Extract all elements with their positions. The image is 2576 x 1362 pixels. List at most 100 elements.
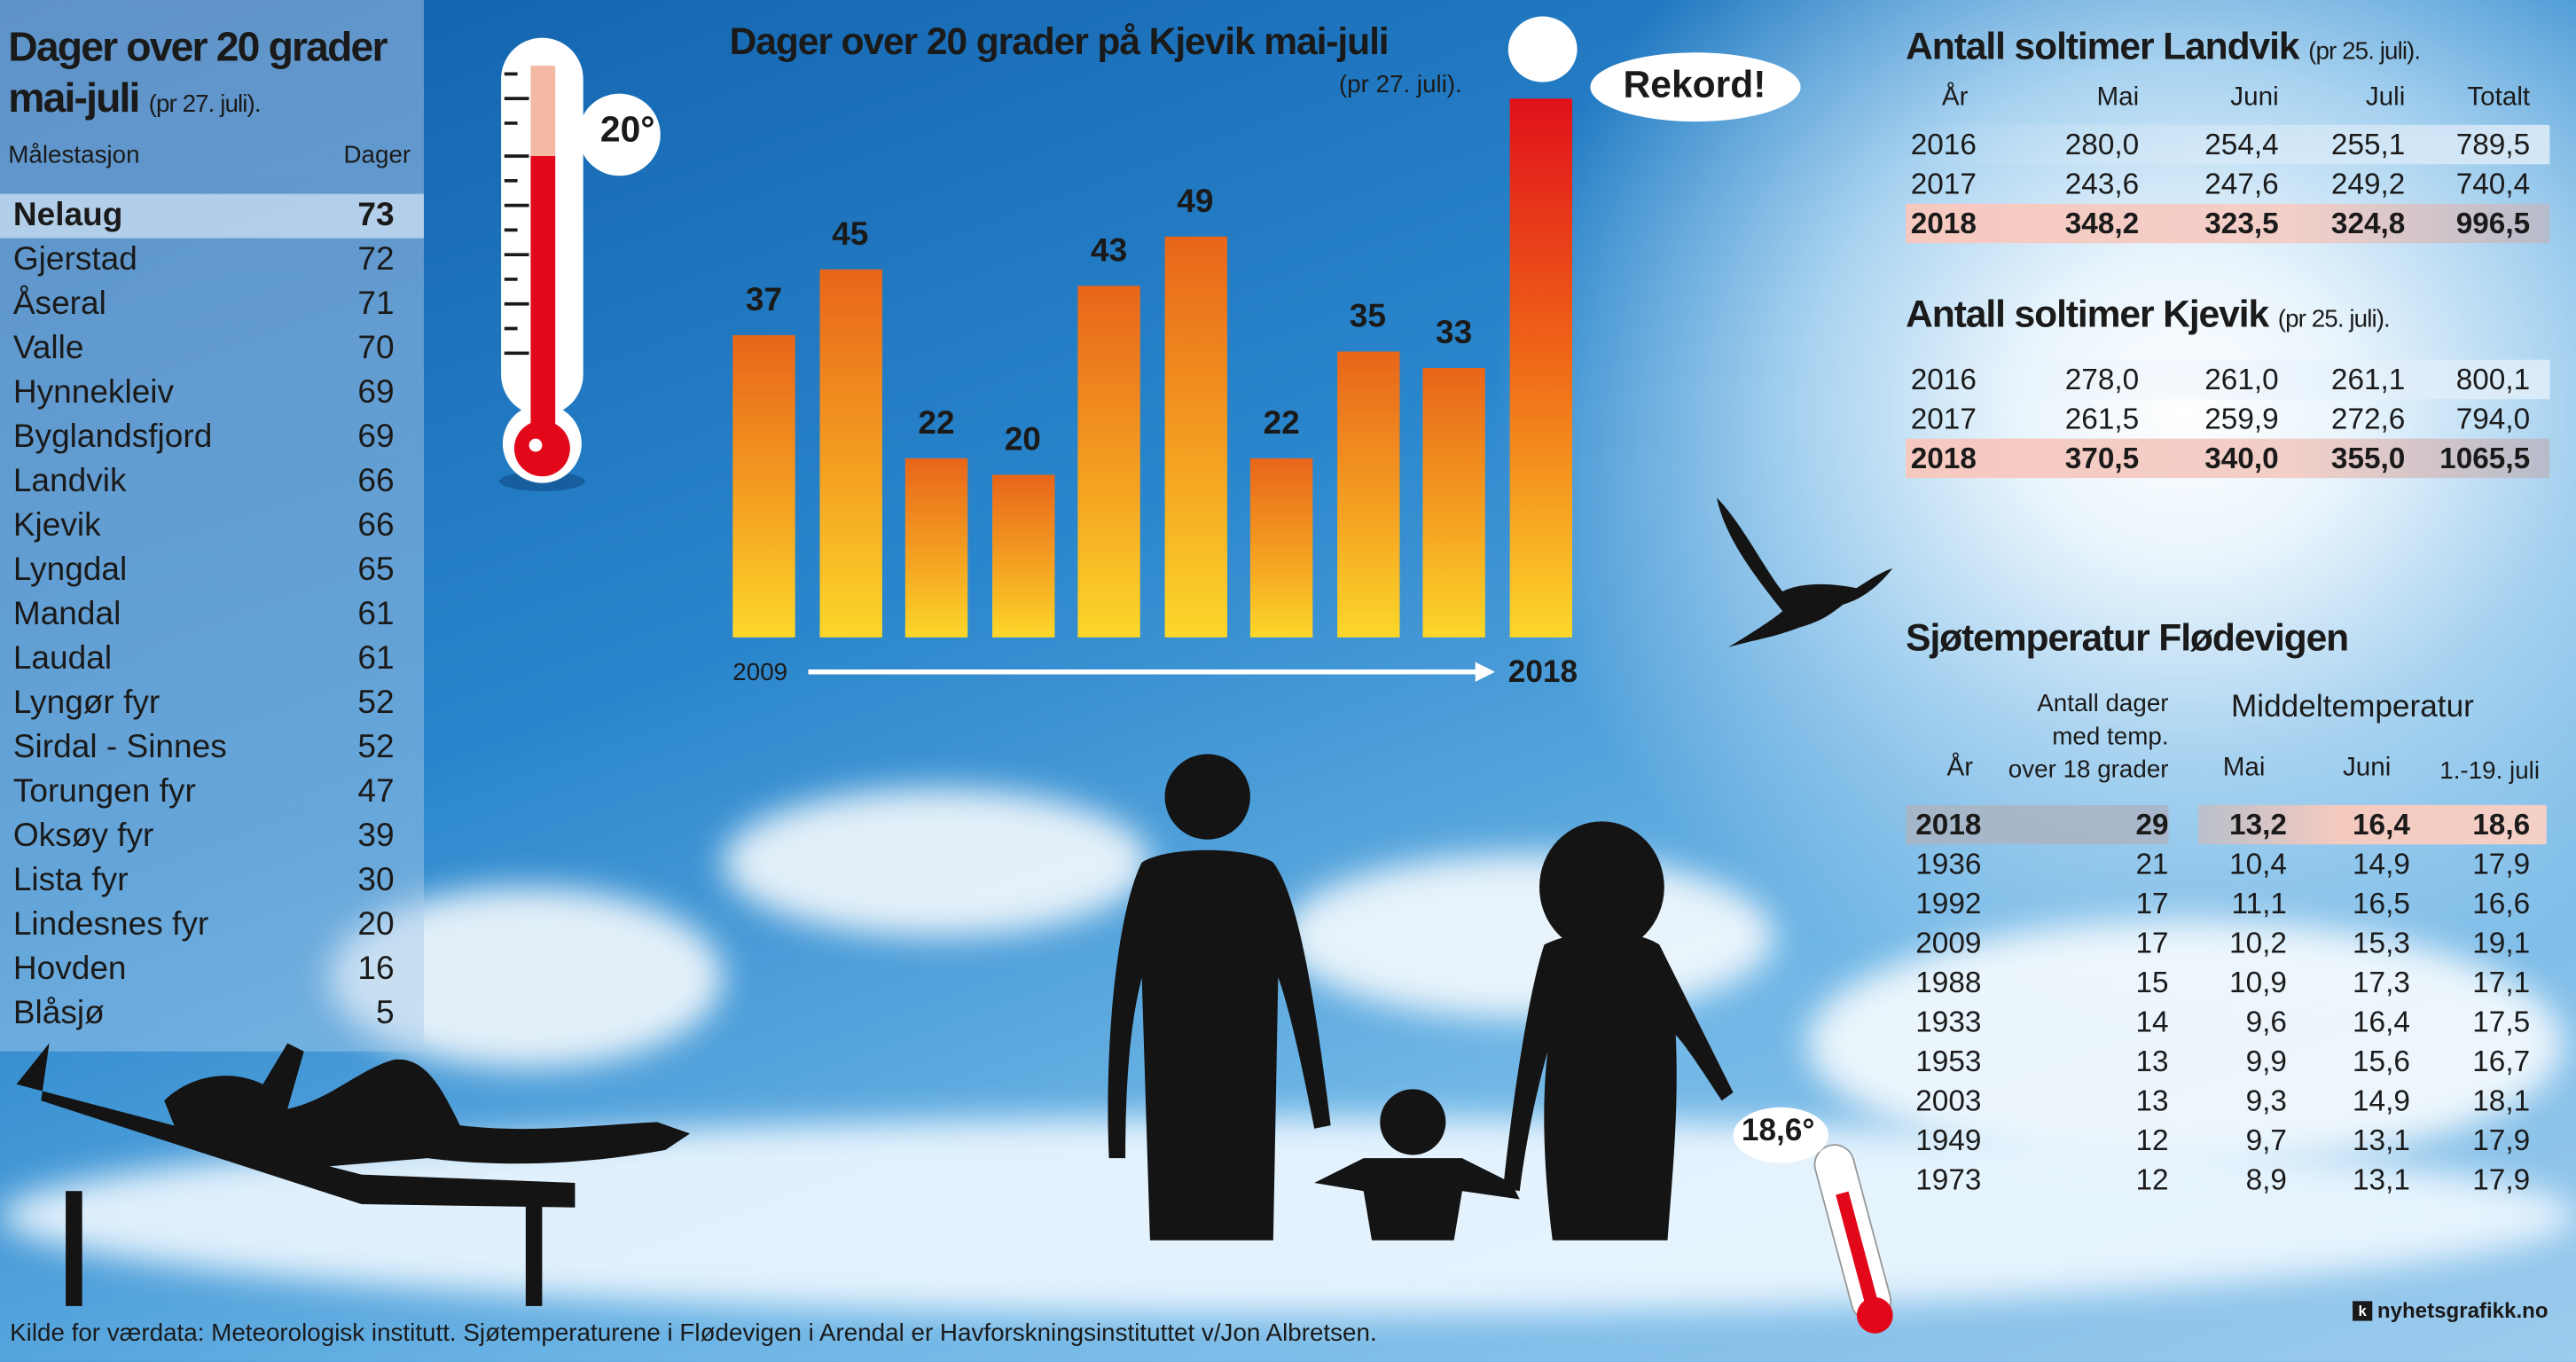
sea-cell: 16,4	[2352, 1005, 2410, 1038]
station-days: 52	[357, 685, 395, 722]
logo: k nyhetsgrafikk.no	[2353, 1298, 2549, 1322]
sea-temp-table: Sjøtemperatur Flødevigen Antall dager med…	[1906, 616, 2549, 1196]
station-table: Dager over 20 grader mai-juli (pr 27. jul…	[0, 0, 424, 1052]
station-row: Laudal 61	[0, 638, 424, 682]
station-name: Lyngør fyr	[12, 685, 161, 722]
kjevik-cell: 259,9	[2204, 402, 2279, 435]
station-days: 72	[357, 241, 395, 278]
sea-cell: 13	[2135, 1084, 2169, 1117]
station-days: 66	[357, 507, 395, 544]
station-row: Gjerstad 72	[0, 239, 424, 283]
station-name: Valle	[12, 330, 84, 367]
bar-label-2009: 37	[745, 282, 783, 319]
kjevik-cell: 261,5	[2064, 402, 2140, 435]
sea-cell: 9,6	[2245, 1005, 2287, 1038]
kjevik-cell: 2018	[1910, 442, 1977, 475]
sea-cell: 18,1	[2472, 1084, 2531, 1117]
col-days: Dager	[343, 141, 411, 169]
station-table-title: Dager over 20 grader mai-juli (pr 27. jul…	[8, 24, 388, 122]
bar-2010	[818, 270, 881, 638]
sea-row: 1988 15 10,9 17,3 17,1	[1906, 963, 2549, 1002]
station-days: 20	[357, 906, 395, 943]
station-days: 39	[357, 818, 395, 855]
landvik-cell: 280,0	[2064, 128, 2140, 161]
station-days: 52	[357, 729, 395, 766]
sea-cell: 16,6	[2472, 887, 2531, 920]
station-name: Oksøy fyr	[12, 818, 154, 855]
station-days: 73	[357, 197, 395, 234]
bar-2012	[991, 474, 1054, 638]
x-label-start: 2009	[732, 658, 788, 687]
sea-thermometer-icon	[1813, 1144, 1893, 1334]
station-row: Mandal 61	[0, 593, 424, 638]
family-silhouette	[1108, 754, 1734, 1241]
bar-2014	[1163, 237, 1227, 638]
sea-cell: 17,9	[2472, 847, 2531, 881]
bar-label-2014: 49	[1177, 184, 1214, 222]
landvik-cell: 2018	[1910, 207, 1977, 240]
station-name: Hovden	[12, 951, 127, 988]
chart-title: Dager over 20 grader på Kjevik mai-juli	[729, 20, 1390, 63]
kjevik-subtitle: (pr 25. juli).	[2277, 305, 2391, 334]
kjevik-row: 2016 278,0 261,0 261,1 800,1	[1906, 359, 2550, 400]
chart-subtitle: (pr 27. juli).	[1338, 70, 1462, 99]
bar-2011	[904, 458, 968, 638]
sea-cell: 17	[2135, 887, 2169, 920]
landvik-cell: 740,4	[2455, 167, 2531, 201]
sea-row: 1992 17 11,1 16,5 16,6	[1906, 884, 2549, 923]
kjevik-cell: 800,1	[2455, 363, 2531, 396]
sea-cell: 1973	[1915, 1162, 1982, 1196]
landvik-cell: 249,2	[2330, 167, 2406, 201]
sea-cell: 1949	[1915, 1123, 1982, 1157]
station-name: Landvik	[12, 463, 127, 500]
station-days: 61	[357, 596, 395, 633]
sea-row: 2018 29 13,2 16,4 18,6	[1906, 804, 2549, 845]
sea-row: 1949 12 9,7 13,1 17,9	[1906, 1121, 2549, 1160]
sea-cell: 17,3	[2352, 966, 2410, 999]
sea-cell: 12	[2135, 1123, 2169, 1157]
highlight	[2197, 804, 2547, 845]
sea-cell: 2009	[1915, 926, 1982, 959]
station-row: Hynnekleiv 69	[0, 372, 424, 416]
bar-2017	[1422, 368, 1485, 638]
bar-label-2012: 20	[1004, 421, 1041, 458]
bar-label-2011: 22	[918, 404, 955, 442]
landvik-cell: 348,2	[2064, 207, 2140, 240]
station-row: Lista fyr 30	[0, 859, 424, 904]
station-row: Åseral 71	[0, 283, 424, 327]
sea-cell: 17,5	[2472, 1005, 2531, 1038]
record-bubble	[1590, 52, 1801, 122]
station-row: Hovden 16	[0, 948, 424, 992]
sea-cell: 17,9	[2472, 1123, 2531, 1157]
station-name: Byglandsfjord	[12, 419, 213, 456]
sea-cell: 8,9	[2245, 1162, 2287, 1196]
landvik-title: Antall soltimer Landvik	[1906, 24, 2299, 67]
station-name: Blåsjø	[12, 995, 105, 1032]
landvik-cell: 789,5	[2455, 128, 2531, 161]
sea-cell: 12	[2135, 1162, 2169, 1196]
station-row: Lyngør fyr 52	[0, 682, 424, 726]
highlight	[1906, 804, 2169, 845]
landvik-cell: 254,4	[2204, 128, 2279, 161]
landvik-cell: 2016	[1910, 128, 1977, 161]
sea-cell: 16,5	[2352, 887, 2410, 920]
sea-row: 1953 13 9,9 15,6 16,7	[1906, 1042, 2549, 1081]
kjevik-title: Antall soltimer Kjevik	[1906, 292, 2269, 335]
x-label-end: 2018	[1507, 655, 1578, 691]
sea-cell: 9,7	[2245, 1123, 2287, 1157]
sea-cell: 13,1	[2352, 1162, 2410, 1196]
sea-cell: 15	[2135, 966, 2169, 999]
sea-cell: 15,6	[2352, 1045, 2410, 1078]
station-name: Laudal	[12, 640, 113, 677]
sea-row: 1936 21 10,4 14,9 17,9	[1906, 844, 2549, 883]
sea-cell: 1936	[1915, 847, 1982, 881]
station-row: Lyngdal 65	[0, 549, 424, 593]
kjevik-cell: 261,0	[2204, 363, 2279, 396]
station-days: 5	[376, 995, 395, 1032]
station-days: 70	[357, 330, 395, 367]
sea-row: 2009 17 10,2 15,3 19,1	[1906, 923, 2549, 962]
sea-cell: 1992	[1915, 887, 1982, 920]
sea-cell: 16,7	[2472, 1045, 2531, 1078]
station-days: 30	[357, 862, 395, 899]
